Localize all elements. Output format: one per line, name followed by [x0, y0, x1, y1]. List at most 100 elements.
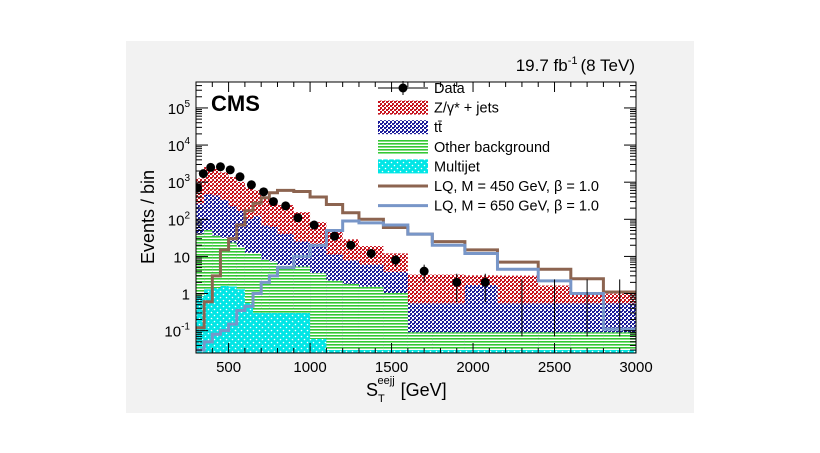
x-tick-label: 500 [216, 359, 241, 376]
bar-multijet [310, 338, 327, 353]
x-tick-label: 1000 [293, 359, 326, 376]
data-point [480, 277, 490, 287]
bar-multijet [269, 312, 278, 353]
legend-swatch-multijet [378, 159, 428, 174]
y-tick-base: 10 [168, 101, 185, 118]
bar-other [253, 253, 262, 353]
bar-other [342, 283, 359, 353]
series-line-lq450 [196, 188, 636, 330]
y-tick-base: 10 [168, 138, 185, 155]
bar-multijet [253, 312, 262, 353]
y-tick-base: 1 [182, 287, 190, 304]
data-point [419, 266, 429, 276]
bar-multijet [228, 286, 237, 353]
bar-multijet [358, 350, 384, 353]
legend-label: Z/γ* + jets [434, 101, 499, 117]
data-point [268, 197, 278, 207]
x-axis-label: STeejj [GeV] [366, 375, 447, 405]
plot-frame [195, 81, 637, 354]
bar-multijet [196, 296, 205, 353]
data-point [366, 248, 376, 258]
y-tick-label: 105 [168, 99, 191, 118]
lumi-exponent: -1 [568, 55, 578, 67]
x-tick-label: 3000 [619, 359, 652, 376]
legend-label: Other background [434, 140, 550, 156]
data-point [206, 162, 216, 172]
bar-multijet [383, 350, 408, 353]
bar-multijet [464, 350, 498, 353]
legend-label: Multijet [434, 159, 480, 175]
lumi-value: 19.7 fb [516, 56, 568, 75]
legend-swatch-ttbar [378, 120, 428, 135]
data-point [309, 220, 319, 230]
energy-label: (8 TeV) [581, 56, 636, 75]
data-point [198, 169, 208, 179]
bar-multijet [204, 289, 213, 353]
y-tick-base: 10 [168, 212, 185, 229]
bar-multijet [432, 350, 465, 353]
bar-multijet [277, 312, 294, 353]
bar-other [358, 286, 384, 353]
bar-multijet [244, 303, 254, 353]
x-label-main: S [366, 380, 378, 400]
axes: 500 1000 1500 2000 2500 300010510410310210110… [164, 81, 653, 376]
data-point [391, 255, 401, 265]
bar-multijet [212, 288, 221, 353]
y-tick-label: 104 [168, 136, 191, 155]
bar-other [326, 280, 343, 353]
y-tick-exponent: 5 [184, 99, 190, 110]
y-tick-base: 10 [173, 249, 190, 266]
data-point [452, 277, 462, 287]
y-tick-label: 1 [182, 287, 190, 304]
bar-multijet [261, 312, 270, 353]
bar-multijet [497, 350, 539, 353]
y-tick-label: 102 [168, 210, 191, 229]
legend-label: LQ, M = 650 GeV, β = 1.0 [434, 199, 599, 215]
bar-other [244, 252, 254, 353]
bar-other [603, 332, 636, 353]
y-tick-exponent: 4 [184, 136, 190, 147]
series-line-lq650 [196, 219, 636, 352]
bar-other [538, 332, 571, 353]
y-tick-exponent: -1 [181, 322, 190, 333]
legend-swatch-other [378, 139, 428, 154]
bar-multijet [342, 350, 359, 353]
y-tick-exponent: 2 [184, 210, 190, 221]
bar-multijet [220, 285, 229, 353]
x-tick-label: 2000 [456, 359, 489, 376]
data-point [346, 240, 356, 250]
data-point [225, 165, 235, 175]
legend-swatch-zjets [378, 100, 428, 115]
y-tick-label: 10-1 [164, 322, 190, 341]
bar-other [383, 293, 408, 353]
y-tick-base: 10 [164, 324, 181, 341]
bar-other [432, 332, 465, 353]
bar-other [269, 261, 278, 353]
data-point [246, 180, 256, 190]
y-tick-base: 10 [168, 175, 185, 192]
legend: Data Z/γ* + jets tt̄ Other background Multij… [378, 81, 599, 215]
data-point [330, 231, 340, 241]
bar-multijet [236, 289, 245, 353]
y-tick-label: 103 [168, 173, 191, 192]
plot-svg: 500 1000 1500 2000 2500 300010510410310210110… [138, 55, 653, 405]
bar-other [464, 332, 498, 353]
y-tick-label: 10 [173, 249, 190, 266]
figure-panel: 500 1000 1500 2000 2500 3000 105 104 103 102 10 1 10… [126, 41, 694, 413]
legend-label: LQ, M = 450 GeV, β = 1.0 [434, 179, 599, 195]
x-tick-label: 1500 [375, 359, 408, 376]
bar-other [407, 332, 433, 353]
x-tick-label: 2500 [538, 359, 571, 376]
y-axis-label: Events / bin [138, 170, 158, 264]
bar-multijet [407, 350, 433, 353]
data-point [259, 187, 269, 197]
legend-label: Data [434, 81, 466, 97]
legend-label: tt̄ [434, 120, 442, 136]
x-label-sub: T [378, 393, 385, 405]
legend-swatch-data [398, 83, 408, 93]
bar-other [310, 273, 327, 353]
bar-other [497, 332, 539, 353]
data-point [281, 201, 291, 211]
bar-other [261, 259, 270, 353]
y-tick-exponent: 3 [184, 173, 190, 184]
